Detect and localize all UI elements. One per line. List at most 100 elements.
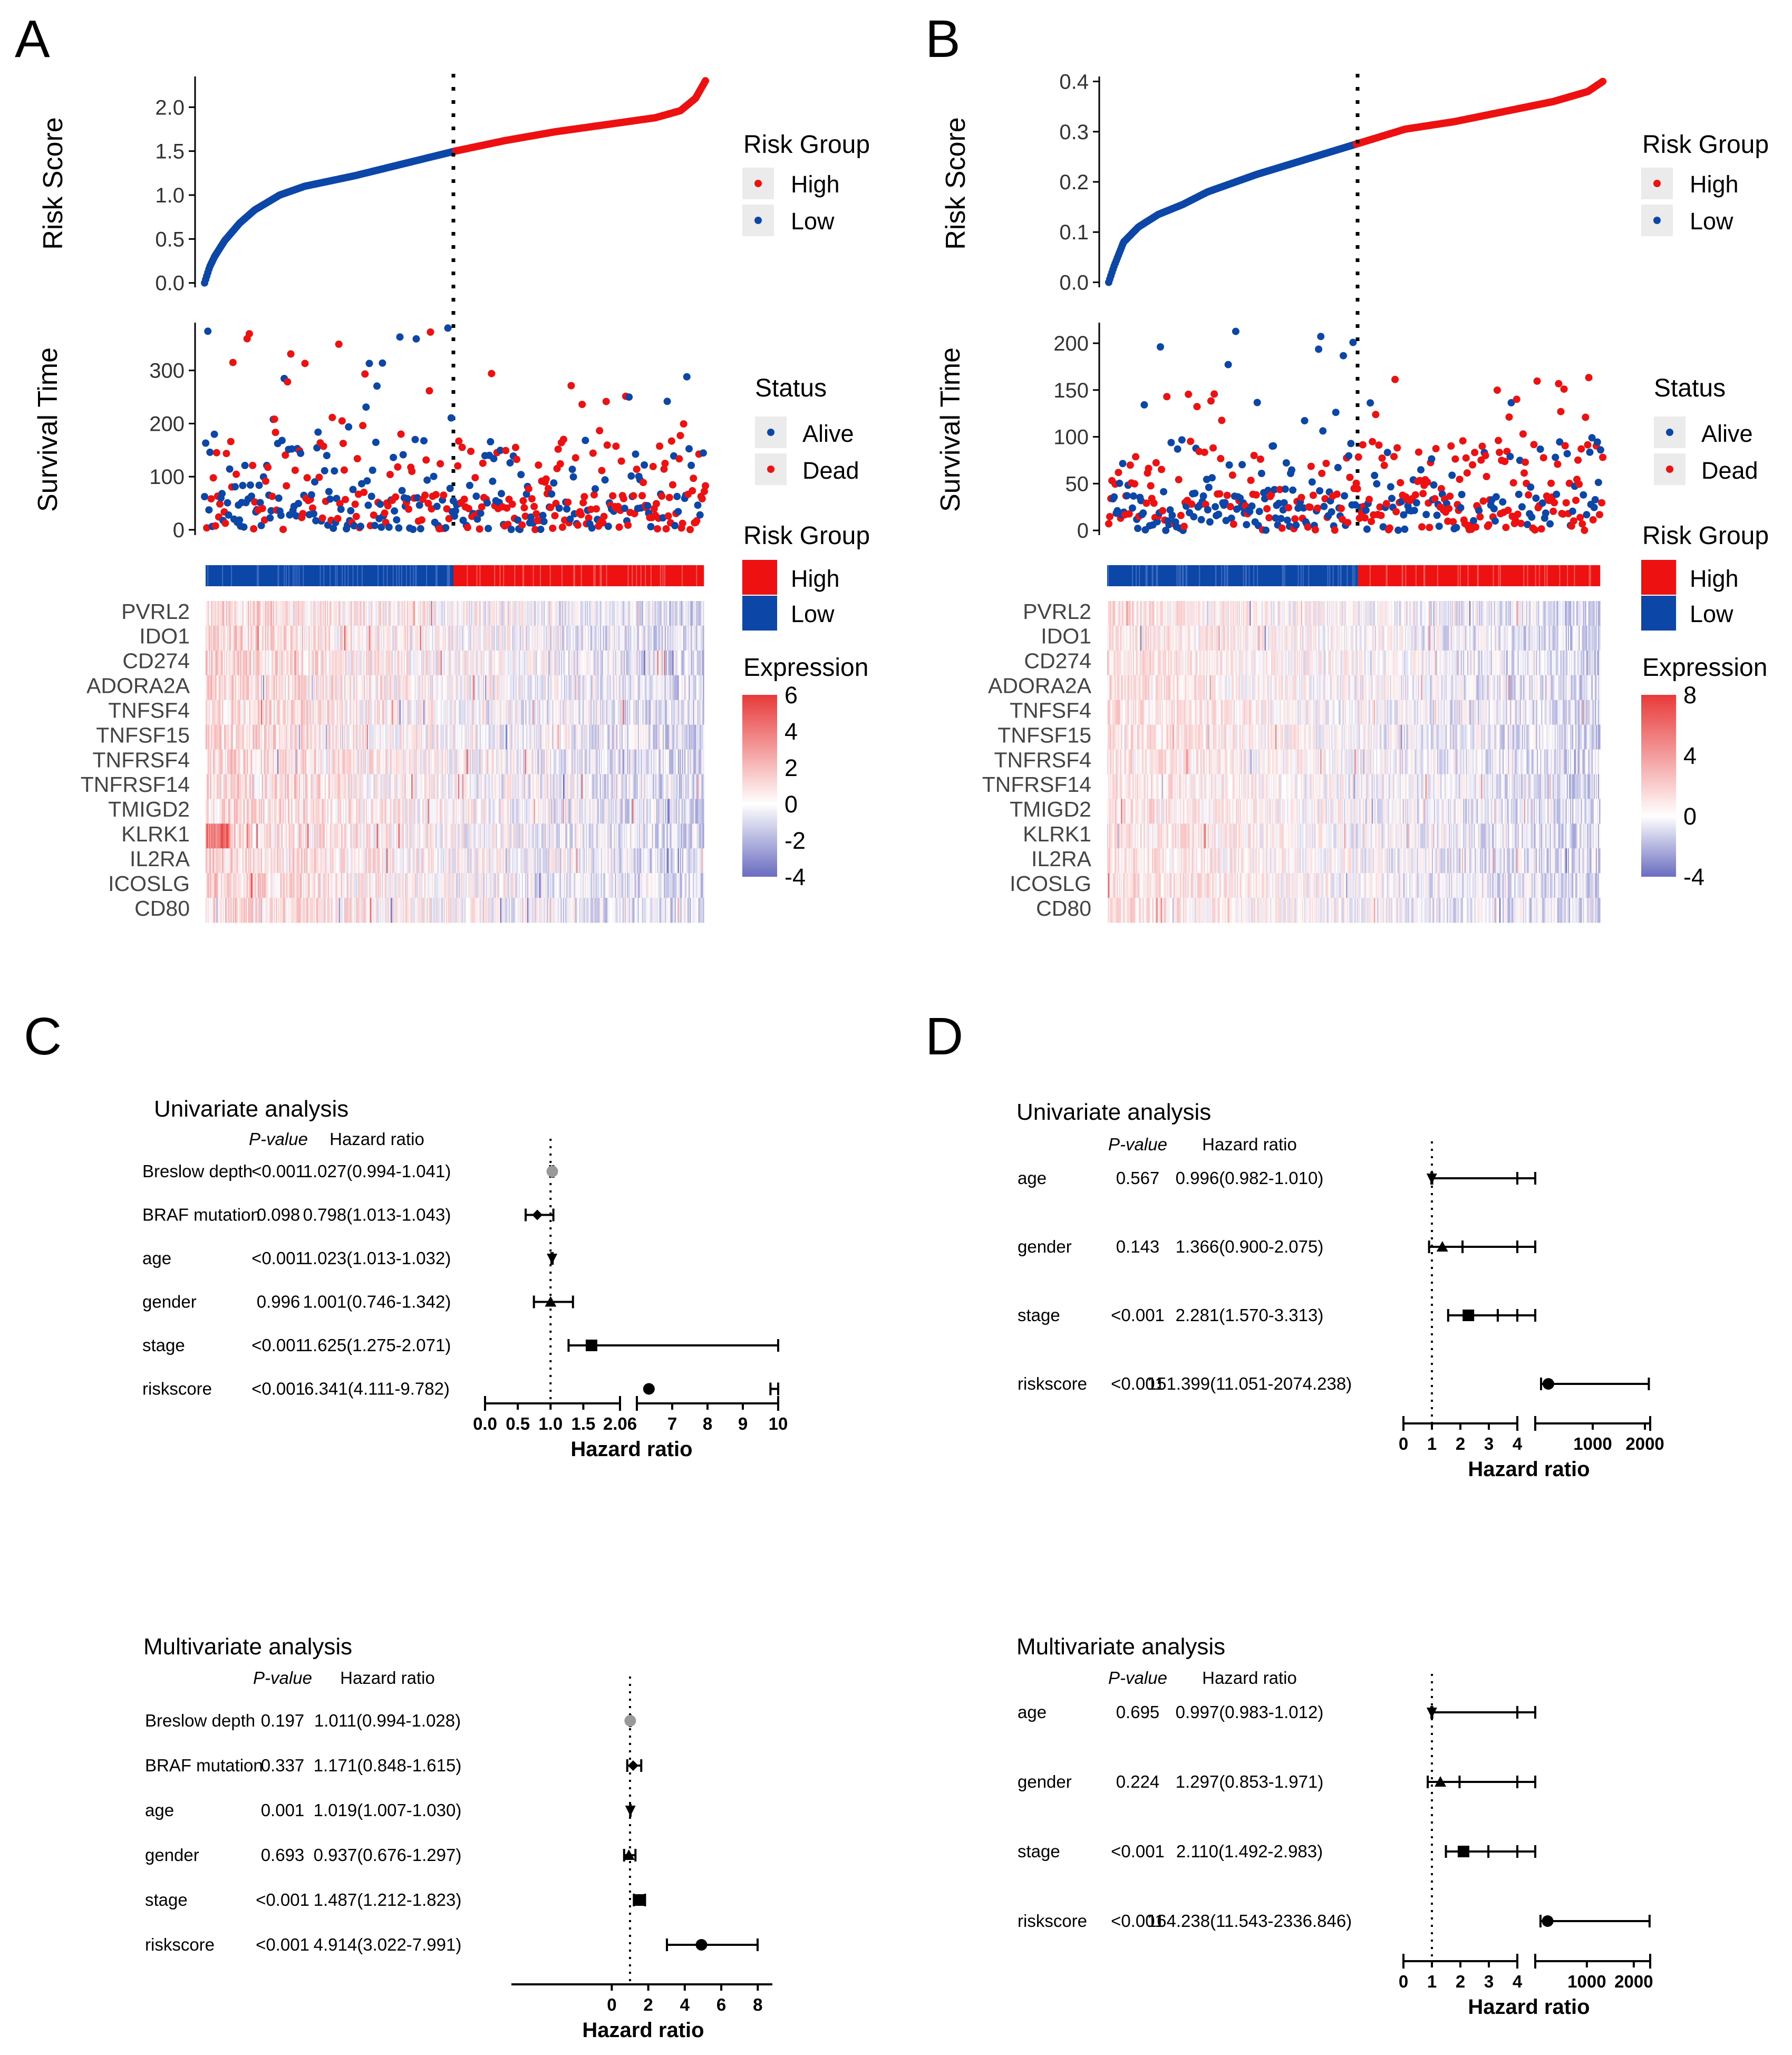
a-surv-point [437, 460, 444, 468]
a-surv-point [479, 459, 487, 467]
a-surv-point [268, 492, 276, 500]
a-surv-point [647, 523, 655, 530]
a-surv-point [629, 492, 637, 500]
a-surv-point [376, 500, 384, 508]
a-surv-point [458, 443, 466, 451]
a-surv-tick-label: 0 [173, 519, 185, 542]
a-surv-point [568, 466, 576, 473]
a-surv-point [530, 502, 538, 510]
a-risk-tick-label: 2.0 [155, 96, 185, 119]
a-surv-point [347, 507, 355, 515]
a-risk-points [201, 77, 709, 287]
a-surv-point [589, 449, 597, 457]
a-surv-point [664, 512, 672, 520]
a-surv-legend-dead-dot [767, 466, 774, 473]
a-surv-point [578, 401, 586, 409]
a-surv-point [680, 420, 687, 428]
a-surv-point [353, 455, 361, 462]
a-surv-point [580, 493, 588, 501]
a-surv-point [363, 477, 371, 485]
panel-a: Risk Score 0.00.51.01.52.0 Risk Group Hi… [33, 74, 870, 923]
a-surv-point [520, 504, 528, 512]
a-surv-point [361, 370, 369, 378]
a-surv-point [367, 492, 375, 500]
a-surv-point [412, 335, 420, 343]
a-surv-point [601, 476, 609, 484]
a-surv-point [239, 481, 247, 489]
a-heat-cell [702, 625, 704, 651]
a-surv-point [674, 508, 682, 516]
a-surv-point [669, 481, 676, 489]
a-surv-point [421, 491, 429, 499]
a-surv-point [323, 452, 331, 460]
a-surv-point [319, 442, 327, 450]
a-surv-point [340, 466, 348, 474]
a-surv-point [600, 512, 608, 520]
a-surv-point [246, 481, 254, 489]
a-surv-point [564, 498, 572, 506]
a-surv-point [207, 495, 215, 503]
a-surv-point [604, 522, 612, 530]
a-heat-cell [702, 749, 704, 774]
a-surv-legend-title: Status [755, 374, 827, 402]
a-surv-point [334, 515, 342, 522]
a-surv-point [209, 474, 217, 482]
panel-label-b: B [925, 9, 961, 69]
a-surv-point [287, 350, 295, 358]
a-surv-point [518, 521, 526, 529]
a-risk-legend-high-label: High [791, 171, 840, 198]
a-surv-point [264, 463, 272, 471]
a-surv-point [249, 461, 257, 469]
a-surv-point [698, 495, 706, 503]
a-surv-point [314, 428, 322, 436]
a-risk-tick-label: 0.0 [155, 272, 185, 295]
a-surv-point [394, 463, 402, 471]
a-risk-legend-low-dot [754, 217, 762, 224]
a-surv-point [619, 495, 627, 502]
a-surv-point [471, 474, 479, 482]
a-surv-point [418, 516, 425, 524]
a-surv-point [653, 525, 661, 533]
a-surv-point [673, 492, 681, 500]
a-risk-legend-low-label: Low [791, 208, 835, 235]
a-surv-point [555, 505, 563, 512]
a-surv-point [371, 521, 379, 529]
a-surv-point [632, 450, 640, 458]
a-surv-point [335, 340, 343, 348]
a-surv-point [512, 455, 520, 463]
a-surv-point [517, 471, 525, 479]
a-surv-point [399, 451, 407, 459]
a-surv-point [392, 493, 400, 501]
a-surv-point [615, 523, 623, 531]
a-surv-point [507, 526, 515, 534]
a-surv-point [525, 485, 532, 493]
a-surv-point [690, 474, 698, 482]
a-surv-point [582, 437, 589, 444]
a-surv-point [440, 491, 448, 499]
a-surv-point [391, 507, 399, 515]
a-surv-point [210, 430, 218, 438]
a-surv-point [577, 511, 585, 519]
a-surv-point [261, 477, 269, 485]
a-surv-point [656, 442, 664, 450]
a-surv-point [397, 430, 405, 438]
a-heat-cell [702, 774, 704, 799]
a-surv-point [398, 487, 406, 495]
a-surv-point [279, 526, 287, 534]
a-surv-point [299, 510, 307, 518]
a-surv-point [699, 449, 707, 457]
a-heat-cell [702, 700, 704, 725]
a-surv-point [686, 526, 694, 534]
a-surv-point [612, 442, 620, 450]
a-surv-point [596, 426, 604, 434]
a-surv-point [508, 500, 516, 508]
a-surv-point [662, 525, 670, 533]
a-surv-point [609, 492, 617, 500]
a-surv-point [567, 382, 575, 390]
a-surv-point [442, 524, 450, 531]
a-risk-yaxis: 0.00.51.01.52.0 [155, 76, 196, 295]
a-surv-point [211, 522, 219, 530]
a-surv-point [617, 457, 625, 465]
panel-label-c: C [24, 1007, 62, 1066]
a-surv-legend-alive-dot [767, 429, 774, 436]
